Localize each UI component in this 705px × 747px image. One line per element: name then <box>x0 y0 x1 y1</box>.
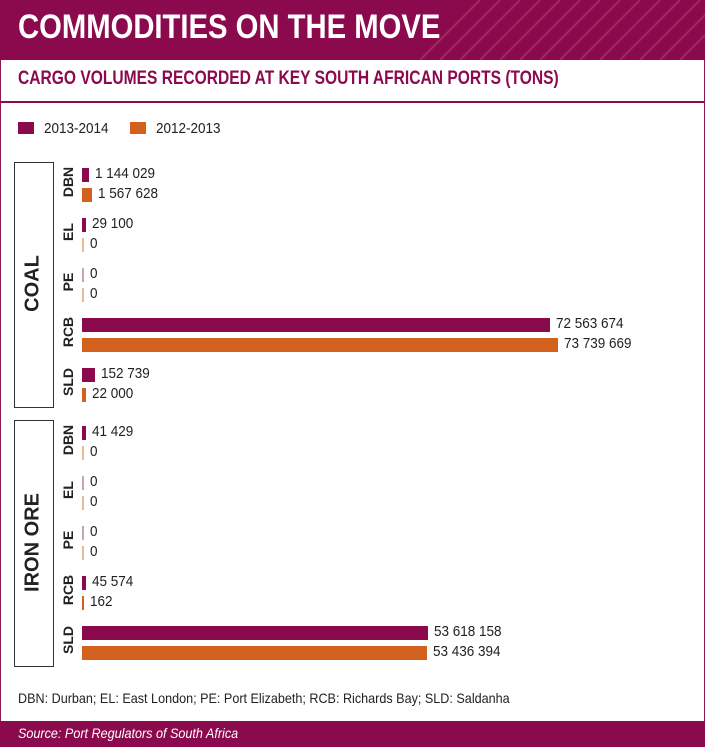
value-label-iron-ore-dbn-2013-2014: 41 429 <box>92 423 134 440</box>
group-label-coal: COAL <box>21 255 44 312</box>
bar-coal-pe-2013-2014 <box>82 268 84 282</box>
value-label-iron-ore-rcb-2013-2014: 45 574 <box>92 573 134 590</box>
bar-iron-ore-pe-2013-2014 <box>82 526 84 540</box>
value-label-iron-ore-dbn-2012-2013: 0 <box>90 443 98 460</box>
bar-coal-sld-2012-2013 <box>82 388 86 402</box>
value-label-iron-ore-pe-2013-2014: 0 <box>90 523 98 540</box>
value-label-coal-pe-2012-2013: 0 <box>90 285 98 302</box>
port-label-iron-ore-pe: PE <box>60 530 76 550</box>
value-label-coal-el-2013-2014: 29 100 <box>92 215 134 232</box>
bar-coal-el-2012-2013 <box>82 238 84 252</box>
header-stripes <box>419 0 705 60</box>
legend-label-2012-2013: 2012-2013 <box>156 120 221 137</box>
port-label-iron-ore-sld: SLD <box>60 626 76 654</box>
value-label-coal-dbn-2013-2014: 1 144 029 <box>95 165 156 182</box>
value-label-coal-sld-2013-2014: 152 739 <box>101 365 150 382</box>
value-label-coal-sld-2012-2013: 22 000 <box>92 385 134 402</box>
bar-coal-sld-2013-2014 <box>82 368 96 382</box>
bar-coal-dbn-2012-2013 <box>82 188 93 202</box>
source-banner: Source: Port Regulators of South Africa <box>0 721 705 747</box>
value-label-iron-ore-el-2012-2013: 0 <box>90 493 98 510</box>
value-label-coal-pe-2013-2014: 0 <box>90 265 98 282</box>
value-label-coal-dbn-2012-2013: 1 567 628 <box>98 185 159 202</box>
value-label-iron-ore-pe-2012-2013: 0 <box>90 543 98 560</box>
bar-iron-ore-rcb-2013-2014 <box>82 576 86 590</box>
group-box-coal <box>14 162 54 408</box>
value-label-coal-rcb-2012-2013: 73 739 669 <box>564 335 632 352</box>
header-banner: COMMODITIES ON THE MOVE <box>0 0 705 60</box>
port-label-coal-pe: PE <box>60 272 76 292</box>
value-label-iron-ore-el-2013-2014: 0 <box>90 473 98 490</box>
source-credit: Source: Port Regulators of South Africa <box>18 725 239 741</box>
value-label-iron-ore-rcb-2012-2013: 162 <box>90 593 113 610</box>
legend-label-2013-2014: 2013-2014 <box>44 120 109 137</box>
bar-iron-ore-el-2013-2014 <box>82 476 84 490</box>
bar-iron-ore-rcb-2012-2013 <box>82 596 84 610</box>
bar-coal-rcb-2013-2014 <box>82 318 551 332</box>
legend-swatch-2012-2013 <box>130 122 146 134</box>
port-label-coal-el: EL <box>60 223 76 241</box>
group-box-iron-ore <box>14 420 54 667</box>
bar-iron-ore-sld-2012-2013 <box>82 646 427 660</box>
port-label-iron-ore-dbn: DBN <box>60 424 76 456</box>
bar-iron-ore-dbn-2013-2014 <box>82 426 86 440</box>
port-label-iron-ore-rcb: RCB <box>60 574 76 606</box>
port-label-coal-sld: SLD <box>60 368 76 396</box>
legend-swatch-2013-2014 <box>18 122 34 134</box>
bar-coal-dbn-2013-2014 <box>82 168 90 182</box>
chart-subtitle: CARGO VOLUMES RECORDED AT KEY SOUTH AFRI… <box>18 68 559 89</box>
bar-iron-ore-el-2012-2013 <box>82 496 84 510</box>
bar-coal-pe-2012-2013 <box>82 288 84 302</box>
bar-iron-ore-dbn-2012-2013 <box>82 446 84 460</box>
page-title: COMMODITIES ON THE MOVE <box>18 8 441 46</box>
value-label-iron-ore-sld-2013-2014: 53 618 158 <box>434 623 502 640</box>
bar-iron-ore-pe-2012-2013 <box>82 546 84 560</box>
value-label-coal-el-2012-2013: 0 <box>90 235 98 252</box>
value-label-iron-ore-sld-2012-2013: 53 436 394 <box>432 643 501 660</box>
port-abbreviation-footnote: DBN: Durban; EL: East London; PE: Port E… <box>18 690 510 706</box>
port-label-coal-rcb: RCB <box>60 316 76 348</box>
port-label-coal-dbn: DBN <box>60 166 76 198</box>
port-label-iron-ore-el: EL <box>60 481 76 499</box>
bar-iron-ore-sld-2013-2014 <box>82 626 429 640</box>
bar-coal-rcb-2012-2013 <box>82 338 558 352</box>
bar-coal-el-2013-2014 <box>82 218 86 232</box>
value-label-coal-rcb-2013-2014: 72 563 674 <box>556 315 624 332</box>
group-label-iron-ore: IRON ORE <box>21 492 44 592</box>
subtitle-divider <box>0 101 705 103</box>
